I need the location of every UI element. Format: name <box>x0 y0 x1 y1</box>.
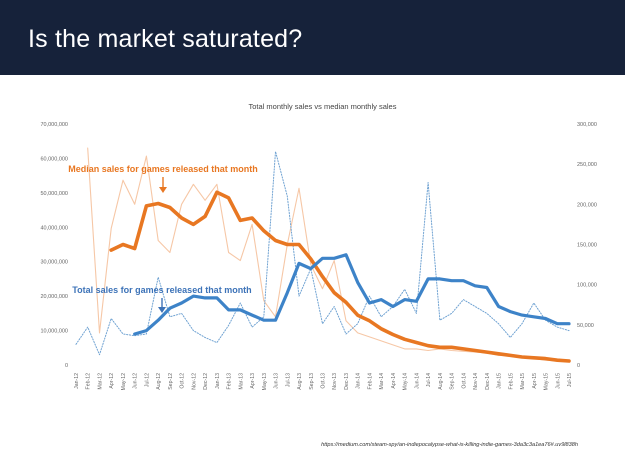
x-tick-label: Apr-14 <box>391 373 397 389</box>
total-annotation: Total sales for games released that mont… <box>72 285 251 295</box>
x-tick-label: Feb-13 <box>227 373 233 390</box>
x-tick-label: May-12 <box>121 373 127 390</box>
x-tick-label: Feb-12 <box>86 373 92 390</box>
x-tick-label: Aug-13 <box>297 373 303 390</box>
x-tick-label: Mar-14 <box>379 373 385 390</box>
left-tick-label: 40,000,000 <box>40 225 68 231</box>
slide-header: Is the market saturated? <box>0 0 625 75</box>
x-tick-label: Sep-14 <box>450 373 456 390</box>
x-tick-label: Mar-12 <box>97 373 103 390</box>
x-tick-label: Mar-15 <box>520 373 526 390</box>
right-tick-label: 150,000 <box>577 243 597 249</box>
x-axis: Jan-12 Feb-12 Mar-12 Apr-12 May-12 Jun-12 Jul-… <box>74 373 573 390</box>
x-tick-label: Mar-13 <box>238 373 244 390</box>
x-tick-label: Sep-12 <box>168 373 174 390</box>
right-tick-label: 50,000 <box>577 323 594 329</box>
x-tick-label: Nov-12 <box>191 373 197 390</box>
x-tick-label: Jun-14 <box>414 373 420 389</box>
x-tick-label: Apr-13 <box>250 373 256 389</box>
x-tick-label: Oct-14 <box>461 373 467 389</box>
right-tick-label: 0 <box>577 363 580 369</box>
right-axis: 0 50,000 100,000 150,000 200,000 250,000 300,0… <box>577 122 597 369</box>
x-tick-label: Jul-12 <box>144 373 150 387</box>
x-tick-label: Jun-15 <box>555 373 561 389</box>
x-tick-label: May-14 <box>403 373 409 390</box>
x-tick-label: Aug-12 <box>156 373 162 390</box>
source-citation: https://medium.com/steam-spy/an-indiepoc… <box>321 442 578 448</box>
left-axis: 0 10,000,000 20,000,000 30,000,000 40,000,00… <box>40 122 68 369</box>
chart-title: Total monthly sales vs median monthly sa… <box>249 102 397 111</box>
x-tick-label: Jul-13 <box>285 373 291 387</box>
left-tick-label: 60,000,000 <box>40 156 68 162</box>
x-tick-label: Apr-12 <box>109 373 115 389</box>
series-line-raw-median <box>87 147 570 363</box>
total-annotation-arrow <box>158 298 166 313</box>
series-line-raw-total <box>75 151 570 356</box>
left-tick-label: 50,000,000 <box>40 191 68 197</box>
right-tick-label: 100,000 <box>577 283 597 289</box>
median-annotation-arrow <box>159 177 167 193</box>
x-tick-label: Jun-13 <box>274 373 280 389</box>
left-tick-label: 20,000,000 <box>40 294 68 300</box>
series-line-smooth-median <box>109 190 571 363</box>
x-tick-label: Nov-13 <box>332 373 338 390</box>
x-tick-label: Nov-14 <box>473 373 479 390</box>
series-line-smooth-total <box>133 253 571 336</box>
x-tick-label: Jan-15 <box>497 373 503 389</box>
x-tick-label: Jul-15 <box>567 373 573 387</box>
x-tick-label: Jan-14 <box>356 373 362 389</box>
left-tick-label: 70,000,000 <box>40 122 68 128</box>
x-tick-label: Apr-15 <box>532 373 538 389</box>
x-tick-label: Oct-13 <box>321 373 327 389</box>
x-tick-label: May-13 <box>262 373 268 390</box>
left-tick-label: 0 <box>65 363 68 369</box>
slide-title: Is the market saturated? <box>28 25 303 53</box>
x-tick-label: May-15 <box>544 373 550 390</box>
left-tick-label: 10,000,000 <box>40 329 68 335</box>
x-tick-label: Oct-12 <box>180 373 186 389</box>
left-tick-label: 30,000,000 <box>40 260 68 266</box>
x-tick-label: Jul-14 <box>426 373 432 387</box>
series-layer <box>75 147 571 363</box>
x-tick-label: Jan-12 <box>74 373 80 389</box>
right-tick-label: 200,000 <box>577 202 597 208</box>
x-tick-label: Jan-13 <box>215 373 221 389</box>
x-tick-label: Dec-13 <box>344 373 350 390</box>
x-tick-label: Feb-15 <box>508 373 514 390</box>
x-tick-label: Aug-14 <box>438 373 444 390</box>
x-tick-label: Feb-14 <box>367 373 373 390</box>
sales-chart: Total monthly sales vs median monthly sa… <box>40 102 597 390</box>
right-tick-label: 250,000 <box>577 162 597 168</box>
x-tick-label: Dec-12 <box>203 373 209 390</box>
median-annotation: Median sales for games released that mon… <box>68 164 258 174</box>
x-tick-label: Dec-14 <box>485 373 491 390</box>
right-tick-label: 300,000 <box>577 122 597 128</box>
x-tick-label: Sep-13 <box>309 373 315 390</box>
x-tick-label: Jun-12 <box>133 373 139 389</box>
